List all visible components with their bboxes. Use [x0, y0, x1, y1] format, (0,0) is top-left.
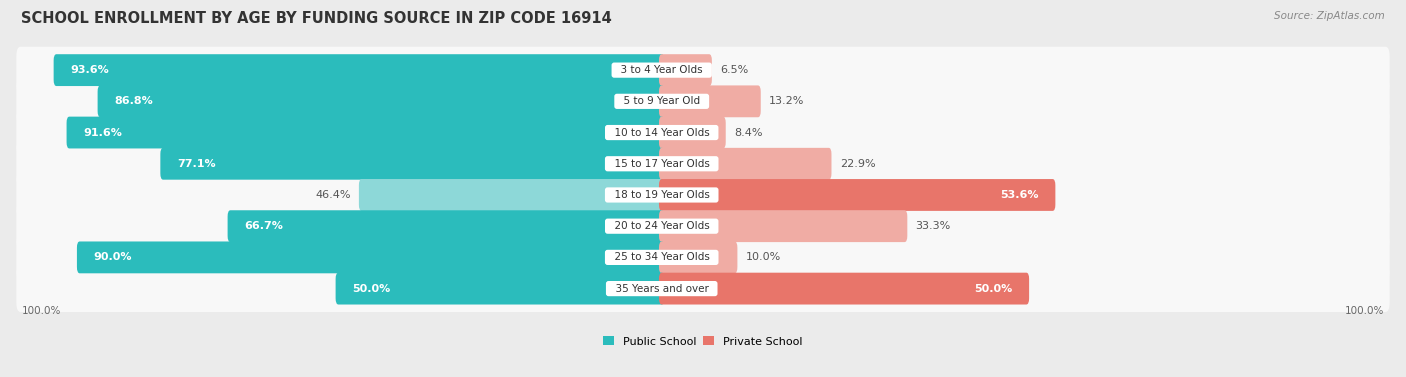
- Text: 18 to 19 Year Olds: 18 to 19 Year Olds: [607, 190, 716, 200]
- Text: 53.6%: 53.6%: [1000, 190, 1039, 200]
- Text: 35 Years and over: 35 Years and over: [609, 284, 714, 294]
- Text: 10 to 14 Year Olds: 10 to 14 Year Olds: [607, 127, 716, 138]
- FancyBboxPatch shape: [659, 179, 1056, 211]
- Text: 13.2%: 13.2%: [769, 97, 804, 106]
- FancyBboxPatch shape: [17, 78, 1389, 125]
- FancyBboxPatch shape: [17, 234, 1389, 281]
- FancyBboxPatch shape: [77, 242, 665, 273]
- FancyBboxPatch shape: [17, 140, 1389, 187]
- FancyBboxPatch shape: [160, 148, 665, 180]
- FancyBboxPatch shape: [17, 109, 1389, 156]
- FancyBboxPatch shape: [659, 54, 711, 86]
- FancyBboxPatch shape: [659, 210, 907, 242]
- Text: 5 to 9 Year Old: 5 to 9 Year Old: [617, 97, 707, 106]
- Text: 15 to 17 Year Olds: 15 to 17 Year Olds: [607, 159, 716, 169]
- Text: 86.8%: 86.8%: [114, 97, 153, 106]
- Text: 77.1%: 77.1%: [177, 159, 215, 169]
- FancyBboxPatch shape: [17, 265, 1389, 312]
- Text: 93.6%: 93.6%: [70, 65, 108, 75]
- FancyBboxPatch shape: [66, 116, 665, 149]
- Text: 100.0%: 100.0%: [1344, 306, 1384, 316]
- FancyBboxPatch shape: [659, 86, 761, 117]
- Text: 20 to 24 Year Olds: 20 to 24 Year Olds: [607, 221, 716, 231]
- Text: 50.0%: 50.0%: [974, 284, 1012, 294]
- FancyBboxPatch shape: [659, 273, 1029, 305]
- Text: 66.7%: 66.7%: [245, 221, 283, 231]
- Text: 33.3%: 33.3%: [915, 221, 950, 231]
- FancyBboxPatch shape: [336, 273, 665, 305]
- Text: 3 to 4 Year Olds: 3 to 4 Year Olds: [614, 65, 709, 75]
- FancyBboxPatch shape: [228, 210, 665, 242]
- Text: 46.4%: 46.4%: [315, 190, 350, 200]
- Text: 25 to 34 Year Olds: 25 to 34 Year Olds: [607, 252, 716, 262]
- Text: 50.0%: 50.0%: [352, 284, 391, 294]
- Text: 22.9%: 22.9%: [839, 159, 876, 169]
- FancyBboxPatch shape: [17, 47, 1389, 93]
- Text: 91.6%: 91.6%: [83, 127, 122, 138]
- Text: 8.4%: 8.4%: [734, 127, 762, 138]
- FancyBboxPatch shape: [659, 148, 831, 180]
- FancyBboxPatch shape: [659, 116, 725, 149]
- Text: 100.0%: 100.0%: [22, 306, 62, 316]
- Text: 6.5%: 6.5%: [720, 65, 748, 75]
- FancyBboxPatch shape: [359, 179, 665, 211]
- Text: 10.0%: 10.0%: [745, 252, 780, 262]
- Text: SCHOOL ENROLLMENT BY AGE BY FUNDING SOURCE IN ZIP CODE 16914: SCHOOL ENROLLMENT BY AGE BY FUNDING SOUR…: [21, 11, 612, 26]
- FancyBboxPatch shape: [659, 242, 737, 273]
- Text: 90.0%: 90.0%: [93, 252, 132, 262]
- FancyBboxPatch shape: [17, 203, 1389, 250]
- FancyBboxPatch shape: [97, 86, 665, 117]
- FancyBboxPatch shape: [53, 54, 665, 86]
- Text: Source: ZipAtlas.com: Source: ZipAtlas.com: [1274, 11, 1385, 21]
- FancyBboxPatch shape: [17, 172, 1389, 218]
- Legend: Public School, Private School: Public School, Private School: [599, 332, 807, 351]
